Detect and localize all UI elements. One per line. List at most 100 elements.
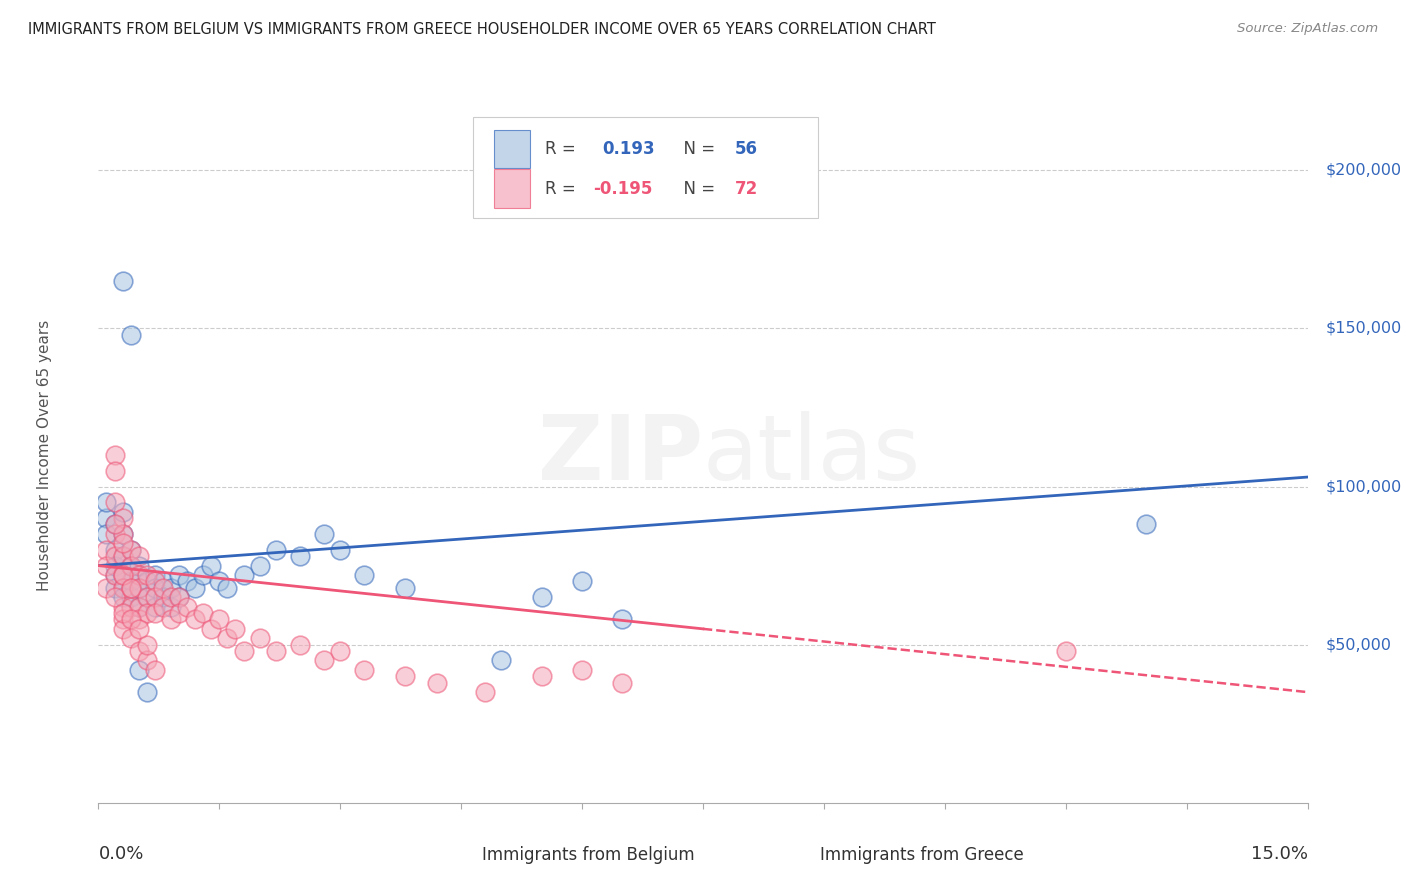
Point	[232, 568, 254, 582]
Point	[111, 591, 134, 605]
Point	[571, 663, 593, 677]
Point	[120, 558, 142, 573]
Text: 56: 56	[734, 140, 758, 158]
Point	[128, 644, 150, 658]
Point	[103, 568, 125, 582]
Point	[111, 549, 134, 563]
Point	[208, 612, 231, 626]
Point	[103, 495, 125, 509]
Text: -0.195: -0.195	[593, 179, 652, 198]
Point	[288, 638, 311, 652]
Point	[612, 612, 634, 626]
Text: IMMIGRANTS FROM BELGIUM VS IMMIGRANTS FROM GREECE HOUSEHOLDER INCOME OVER 65 YEA: IMMIGRANTS FROM BELGIUM VS IMMIGRANTS FR…	[28, 22, 936, 37]
Point	[120, 558, 142, 573]
Point	[120, 581, 142, 595]
Point	[152, 581, 174, 595]
Point	[135, 591, 157, 605]
Point	[314, 653, 336, 667]
Point	[217, 581, 239, 595]
Point	[176, 574, 198, 589]
Text: 0.0%: 0.0%	[98, 845, 143, 863]
Point	[135, 568, 157, 582]
Point	[200, 558, 222, 573]
Point	[128, 581, 150, 595]
Point	[167, 591, 190, 605]
Point	[167, 591, 190, 605]
Point	[167, 568, 190, 582]
Point	[128, 663, 150, 677]
Point	[128, 599, 150, 614]
Point	[111, 274, 134, 288]
Point	[394, 669, 416, 683]
Point	[120, 612, 142, 626]
Text: N =: N =	[672, 179, 720, 198]
Point	[111, 536, 134, 550]
Point	[135, 638, 157, 652]
Text: ZIP: ZIP	[538, 411, 703, 499]
Text: $200,000: $200,000	[1326, 163, 1402, 178]
Bar	[494, 169, 530, 208]
Point	[143, 663, 166, 677]
Point	[152, 574, 174, 589]
Point	[135, 606, 157, 620]
Point	[96, 495, 118, 509]
Point	[128, 599, 150, 614]
Point	[103, 549, 125, 563]
Point	[160, 581, 183, 595]
Point	[249, 632, 271, 646]
Point	[111, 505, 134, 519]
Point	[184, 612, 207, 626]
Bar	[437, 839, 467, 871]
Text: 15.0%: 15.0%	[1250, 845, 1308, 863]
Point	[103, 558, 125, 573]
Point	[264, 644, 287, 658]
Point	[96, 511, 118, 525]
Text: $150,000: $150,000	[1326, 321, 1402, 336]
Point	[111, 581, 134, 595]
Bar	[776, 839, 806, 871]
Point	[208, 574, 231, 589]
Point	[111, 581, 134, 595]
Point	[128, 558, 150, 573]
Point	[103, 527, 125, 541]
Text: Householder Income Over 65 years: Householder Income Over 65 years	[37, 319, 52, 591]
Point	[143, 568, 166, 582]
Point	[111, 622, 134, 636]
Point	[120, 574, 142, 589]
Point	[120, 591, 142, 605]
Point	[394, 581, 416, 595]
Point	[135, 574, 157, 589]
Point	[103, 591, 125, 605]
Point	[160, 591, 183, 605]
Point	[111, 599, 134, 614]
Point	[353, 663, 375, 677]
Text: R =: R =	[544, 179, 581, 198]
FancyBboxPatch shape	[474, 118, 818, 219]
Point	[128, 622, 150, 636]
Point	[249, 558, 271, 573]
Point	[264, 542, 287, 557]
Point	[143, 606, 166, 620]
Point	[128, 581, 150, 595]
Point	[1054, 644, 1077, 658]
Point	[193, 568, 215, 582]
Point	[176, 599, 198, 614]
Point	[111, 606, 134, 620]
Point	[128, 612, 150, 626]
Point	[135, 685, 157, 699]
Point	[111, 511, 134, 525]
Point	[474, 685, 496, 699]
Text: 72: 72	[734, 179, 758, 198]
Point	[200, 622, 222, 636]
Point	[120, 542, 142, 557]
Text: $50,000: $50,000	[1326, 637, 1392, 652]
Point	[143, 574, 166, 589]
Point	[143, 599, 166, 614]
Text: R =: R =	[544, 140, 586, 158]
Point	[160, 599, 183, 614]
Point	[128, 568, 150, 582]
Point	[135, 591, 157, 605]
Point	[96, 542, 118, 557]
Point	[612, 675, 634, 690]
Point	[152, 591, 174, 605]
